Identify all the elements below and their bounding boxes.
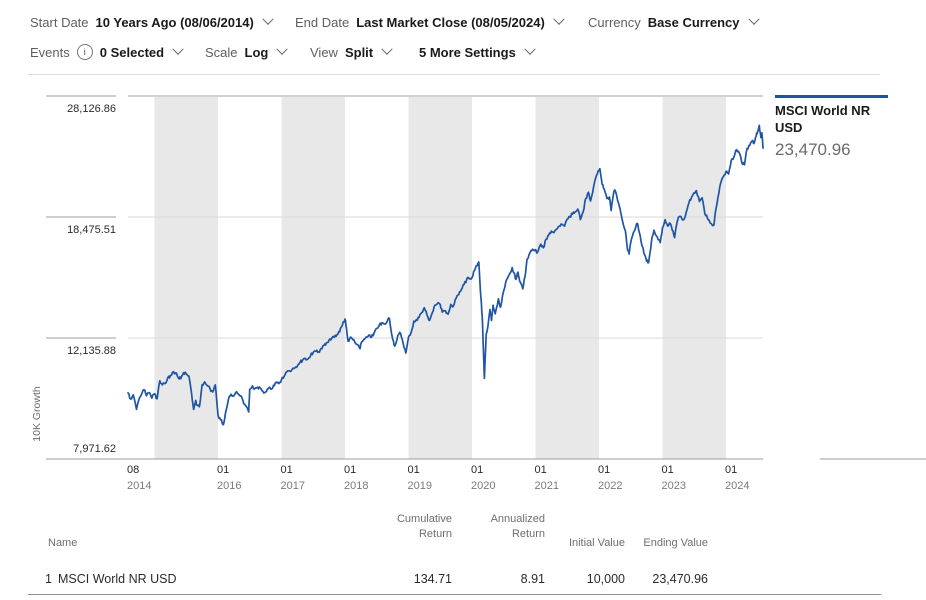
y-axis-title: 10K Growth	[31, 386, 43, 442]
row-series-name: MSCI World NR USD	[58, 572, 177, 586]
x-axis-month-label: 08	[127, 464, 139, 476]
start-date-value: 10 Years Ago (08/06/2014)	[95, 14, 254, 30]
x-axis-month-label: 01	[535, 464, 547, 476]
y-axis-label: 18,475.51	[67, 224, 116, 236]
scale-value: Log	[244, 44, 269, 60]
end-date-value: Last Market Close (08/05/2024)	[356, 14, 545, 30]
info-icon[interactable]: i	[76, 44, 93, 60]
year-band	[154, 97, 218, 459]
table-bottom-border	[28, 594, 881, 595]
view-dropdown[interactable]: View Split	[310, 43, 393, 61]
x-axis-month-label: 01	[344, 464, 356, 476]
year-band	[662, 97, 726, 459]
x-axis-year-label: 2024	[725, 480, 749, 492]
series-line[interactable]	[127, 124, 764, 426]
events-label: Events	[30, 44, 70, 60]
end-date-dropdown[interactable]: End Date Last Market Close (08/05/2024)	[295, 13, 565, 31]
x-axis-month-label: 01	[408, 464, 420, 476]
x-axis-month-label: 01	[281, 464, 293, 476]
column-header-initial-value: Initial Value	[568, 537, 625, 549]
x-axis-year-label: 2020	[471, 480, 495, 492]
more-settings-dropdown[interactable]: 5 More Settings	[419, 43, 536, 61]
events-value: 0 Selected	[99, 44, 165, 60]
legend-series-name: MSCI World NR USD	[775, 103, 871, 135]
row-rank: 1	[45, 572, 52, 586]
start-date-label: Start Date	[30, 14, 89, 30]
scale-label: Scale	[205, 44, 238, 60]
column-header-cumulative-return: Cumulative Return	[396, 513, 452, 540]
x-axis-year-label: 2023	[662, 480, 686, 492]
x-axis-year-label: 2017	[281, 480, 305, 492]
legend-series-value: 23,470.96	[775, 140, 851, 159]
toolbar-divider	[28, 74, 880, 75]
view-label: View	[310, 44, 338, 60]
scale-dropdown[interactable]: Scale Log	[205, 43, 289, 61]
row-annualized-return: 8.91	[520, 572, 545, 586]
column-header-name: Name	[48, 537, 78, 549]
series-color-bar	[775, 95, 888, 98]
x-axis-year-label: 2018	[344, 480, 368, 492]
start-date-dropdown[interactable]: Start Date 10 Years Ago (08/06/2014)	[30, 13, 274, 31]
row-ending-value: 23,470.96	[652, 572, 708, 586]
x-axis-year-label: 2016	[217, 480, 241, 492]
x-axis-month-label: 01	[725, 464, 737, 476]
view-value: Split	[344, 44, 374, 60]
row-cumulative-return: 134.71	[413, 572, 452, 586]
x-axis-month-label: 01	[598, 464, 610, 476]
end-date-label: End Date	[295, 14, 350, 30]
currency-label: Currency	[588, 14, 641, 30]
y-axis-label: 7,971.62	[73, 443, 116, 455]
row-initial-value: 10,000	[586, 572, 625, 586]
x-axis-year-label: 2014	[127, 480, 151, 492]
year-band	[535, 97, 599, 459]
x-axis-year-label: 2022	[598, 480, 622, 492]
events-dropdown[interactable]: Events i 0 Selected	[30, 43, 184, 61]
x-axis-year-label: 2019	[408, 480, 432, 492]
x-axis-month-label: 01	[662, 464, 674, 476]
currency-dropdown[interactable]: Currency Base Currency	[588, 13, 760, 31]
currency-value: Base Currency	[647, 14, 740, 30]
x-axis-month-label: 01	[217, 464, 229, 476]
y-axis-label: 28,126.86	[67, 103, 116, 115]
year-band	[281, 97, 345, 459]
year-band	[408, 97, 472, 459]
column-header-ending-value: Ending Value	[643, 537, 708, 549]
more-settings-value: 5 More Settings	[419, 44, 516, 60]
y-axis-label: 12,135.88	[67, 345, 116, 357]
x-axis-month-label: 01	[471, 464, 483, 476]
x-axis-year-label: 2021	[535, 480, 559, 492]
column-header-annualized-return: Annualized Return	[490, 513, 545, 540]
